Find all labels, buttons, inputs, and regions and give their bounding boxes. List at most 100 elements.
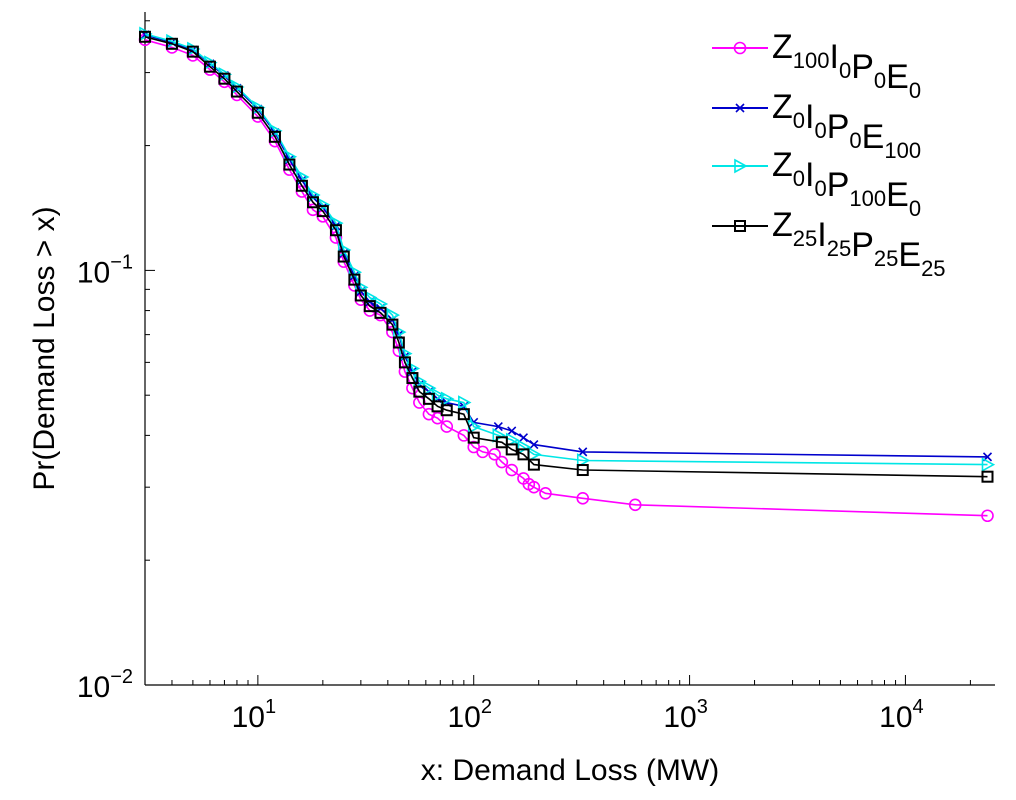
series-3-point xyxy=(492,428,506,443)
plot-frame xyxy=(144,12,995,686)
legend-label-letter: I xyxy=(817,216,826,254)
legend-label-letter: P xyxy=(827,166,850,204)
x-tick-label: 101 xyxy=(232,696,277,734)
series-3-point xyxy=(981,457,996,472)
x-tick-base: 10 xyxy=(232,701,265,734)
legend-marker xyxy=(735,103,745,113)
series-3-point xyxy=(337,242,352,258)
legend-item-3: Z0I0P100E0 xyxy=(712,146,921,221)
series-4-point xyxy=(386,318,399,331)
series-1 xyxy=(138,33,994,523)
series-1-line xyxy=(144,39,988,517)
y-tick-base: 10 xyxy=(77,671,110,704)
legend-label: Z0I0P100E0 xyxy=(772,146,921,221)
x-axis-label: x: Demand Loss (MW) xyxy=(421,754,719,787)
series-3-point xyxy=(576,453,591,468)
series-4-point xyxy=(203,60,216,73)
series-4-point xyxy=(186,45,199,58)
series-3-point xyxy=(431,387,446,403)
series-4-point xyxy=(374,306,387,319)
series-2-point xyxy=(518,433,529,443)
legend-label-subscript: 0 xyxy=(909,78,921,103)
series-4-point xyxy=(316,205,329,218)
series-4-point xyxy=(165,37,178,50)
x-tick-base: 10 xyxy=(879,701,912,734)
legend-item-2: Z0I0P0E100 xyxy=(712,88,921,163)
series-2-point xyxy=(507,426,517,436)
series-3-point xyxy=(440,391,455,407)
y-tick-exponent: −2 xyxy=(110,666,133,688)
series-1-point xyxy=(539,486,552,500)
series-4-point xyxy=(576,464,589,477)
legend-label-subscript: 0 xyxy=(849,128,861,153)
series-4-point xyxy=(406,372,419,385)
legend-marker xyxy=(734,220,746,232)
legend-label-letter: I xyxy=(805,156,814,194)
series-4-point xyxy=(337,250,350,263)
legend-label: Z0I0P0E100 xyxy=(772,88,921,163)
legend-label-subscript: 25 xyxy=(874,246,898,271)
legend-label-letter: I xyxy=(830,38,839,76)
legend-label-subscript: 0 xyxy=(839,58,851,83)
legend-label-subscript: 0 xyxy=(909,196,921,221)
series-1-point xyxy=(431,411,444,425)
series-1-point xyxy=(981,509,994,523)
x-tick-exponent: 4 xyxy=(913,696,924,718)
series-1-point xyxy=(495,455,509,469)
x-axis: 101 102 103 104 xyxy=(144,675,971,734)
series-3-point xyxy=(458,395,472,410)
series-4 xyxy=(139,30,994,483)
legend-label-letter: P xyxy=(851,226,874,264)
series-4-point xyxy=(517,448,530,461)
legend-label-letter: Z xyxy=(772,88,793,126)
series-4-point xyxy=(306,196,319,209)
legend-item-4: Z25I25P25E25 xyxy=(712,206,946,281)
legend-marker xyxy=(733,41,747,55)
x-tick-label: 104 xyxy=(879,696,924,734)
x-tick-base: 10 xyxy=(447,701,480,734)
x-tick-label: 102 xyxy=(447,696,492,734)
series-4-point xyxy=(422,392,435,405)
legend: Z100I0P0E0Z0I0P0E100Z0I0P100E0Z25I25P25E… xyxy=(712,28,946,281)
y-tick-label: 10−1 xyxy=(77,251,133,289)
legend-label-subscript: 100 xyxy=(884,138,921,163)
legend-item-1: Z100I0P0E0 xyxy=(712,28,921,103)
series-4-point xyxy=(413,385,426,398)
series-1-point xyxy=(576,492,590,505)
series-4-point xyxy=(440,404,453,417)
series-4-point xyxy=(457,408,470,421)
series-1-point xyxy=(527,480,541,494)
legend-label-letter: E xyxy=(862,118,885,156)
series-4-point xyxy=(218,72,231,85)
series-1-point xyxy=(476,445,489,459)
series-4-point xyxy=(495,436,508,449)
series-4-point xyxy=(354,289,367,302)
x-tick-base: 10 xyxy=(663,701,696,734)
series-4-point xyxy=(467,431,480,444)
x-tick-exponent: 3 xyxy=(697,696,708,718)
legend-label-letter: E xyxy=(886,58,909,96)
series-4-point xyxy=(139,30,151,43)
series-4-point xyxy=(251,106,264,119)
legend-label-subscript: 100 xyxy=(793,48,830,73)
legend-label-letter: Z xyxy=(772,28,793,66)
y-tick-label: 10−2 xyxy=(77,666,133,704)
legend-label-letter: Z xyxy=(772,206,793,244)
series-1-point xyxy=(488,448,501,461)
y-axis: 10−210−1 xyxy=(77,20,155,704)
legend-label-letter: P xyxy=(851,48,874,86)
series-1-point xyxy=(628,498,642,512)
legend-label-letter: Z xyxy=(772,146,793,184)
legend-label-subscript: 0 xyxy=(793,108,805,133)
legend-label-subscript: 0 xyxy=(793,166,805,191)
series-2-point xyxy=(578,447,588,457)
legend-label: Z25I25P25E25 xyxy=(772,206,946,281)
legend-label-subscript: 100 xyxy=(849,186,886,211)
y-tick-exponent: −1 xyxy=(110,251,133,273)
x-tick-exponent: 1 xyxy=(265,696,276,718)
series-layer xyxy=(138,26,996,523)
series-4-point xyxy=(295,179,308,192)
series-4-point xyxy=(392,336,405,349)
legend-label-subscript: 0 xyxy=(814,118,826,143)
